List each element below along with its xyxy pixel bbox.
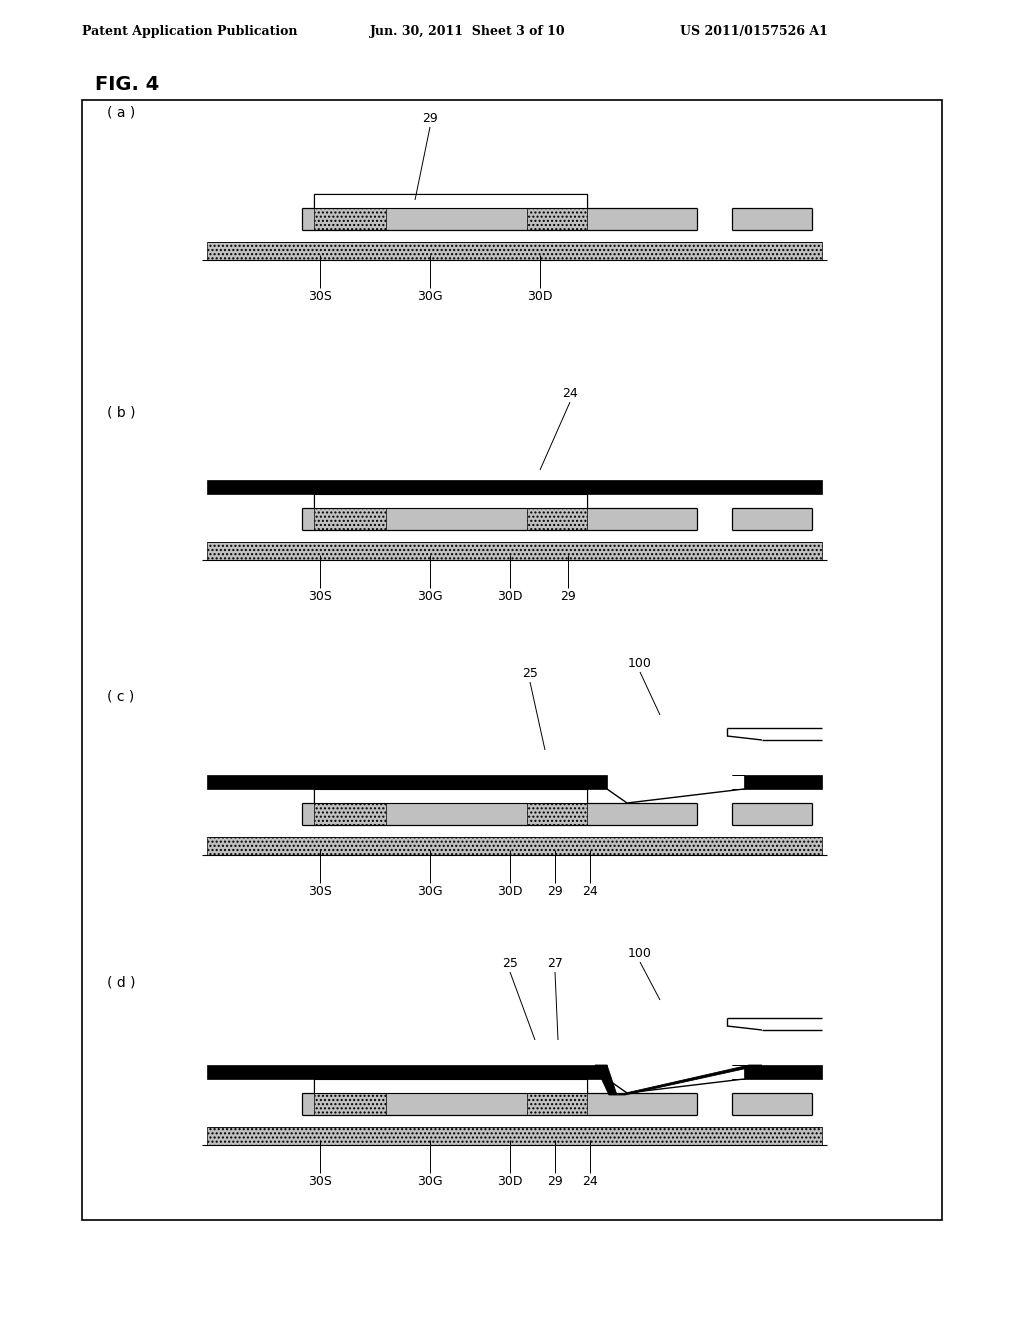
Text: ( a ): ( a ) [106, 106, 135, 119]
Text: 30S: 30S [308, 590, 332, 603]
Polygon shape [732, 1065, 822, 1078]
Bar [314, 508, 386, 531]
Text: 24: 24 [582, 1175, 598, 1188]
Text: ( c ): ( c ) [106, 690, 134, 704]
Text: 25: 25 [522, 667, 538, 680]
Bar [527, 1093, 587, 1115]
Polygon shape [207, 480, 822, 494]
Bar [207, 1127, 822, 1144]
Bar [302, 209, 697, 230]
Text: US 2011/0157526 A1: US 2011/0157526 A1 [680, 25, 827, 38]
Text: 30D: 30D [498, 590, 522, 603]
Text: FIG. 4: FIG. 4 [95, 75, 160, 94]
Text: Patent Application Publication: Patent Application Publication [82, 25, 298, 38]
Bar [207, 543, 822, 560]
Text: ( b ): ( b ) [106, 405, 135, 418]
Bar [207, 825, 822, 837]
Bar [82, 100, 942, 1220]
Bar [457, 531, 545, 543]
Polygon shape [732, 775, 822, 789]
Bar [207, 531, 822, 543]
Bar [732, 1093, 812, 1115]
Bar [732, 508, 812, 531]
Bar [302, 508, 697, 531]
Bar [314, 1093, 386, 1115]
Text: 30D: 30D [498, 884, 522, 898]
Bar [527, 209, 587, 230]
Bar [457, 1115, 545, 1127]
Text: 30G: 30G [417, 1175, 442, 1188]
Bar [457, 230, 545, 242]
Polygon shape [617, 1065, 762, 1096]
Text: ( d ): ( d ) [106, 975, 135, 989]
Bar [314, 494, 587, 508]
Text: 27: 27 [547, 957, 563, 970]
Text: 25: 25 [502, 957, 518, 970]
Bar [527, 508, 587, 531]
Bar [302, 1093, 697, 1115]
Text: 30S: 30S [308, 1175, 332, 1188]
Text: 30D: 30D [527, 290, 553, 304]
Text: 29: 29 [422, 112, 438, 125]
Text: 30D: 30D [498, 1175, 522, 1188]
Bar [314, 209, 386, 230]
Bar [302, 803, 697, 825]
Bar [207, 1115, 822, 1127]
Bar [732, 803, 812, 825]
Bar [207, 837, 822, 855]
Text: 30G: 30G [417, 590, 442, 603]
Bar [732, 209, 812, 230]
Bar [527, 803, 587, 825]
Bar [314, 194, 587, 209]
Text: 29: 29 [547, 1175, 563, 1188]
Text: 100: 100 [628, 657, 652, 671]
Bar [314, 1078, 587, 1093]
Text: Jun. 30, 2011  Sheet 3 of 10: Jun. 30, 2011 Sheet 3 of 10 [370, 25, 565, 38]
Bar [207, 230, 822, 242]
Bar [314, 789, 587, 803]
Polygon shape [207, 1065, 607, 1078]
Text: 24: 24 [562, 387, 578, 400]
Text: 30G: 30G [417, 290, 442, 304]
Text: 30S: 30S [308, 290, 332, 304]
Text: 30S: 30S [308, 884, 332, 898]
Polygon shape [207, 775, 607, 789]
Text: 29: 29 [547, 884, 563, 898]
Text: 100: 100 [628, 946, 652, 960]
Text: 29: 29 [560, 590, 575, 603]
Bar [207, 242, 822, 260]
Text: 24: 24 [582, 884, 598, 898]
Polygon shape [595, 1065, 617, 1096]
Bar [457, 825, 545, 837]
Bar [314, 803, 386, 825]
Text: 30G: 30G [417, 884, 442, 898]
